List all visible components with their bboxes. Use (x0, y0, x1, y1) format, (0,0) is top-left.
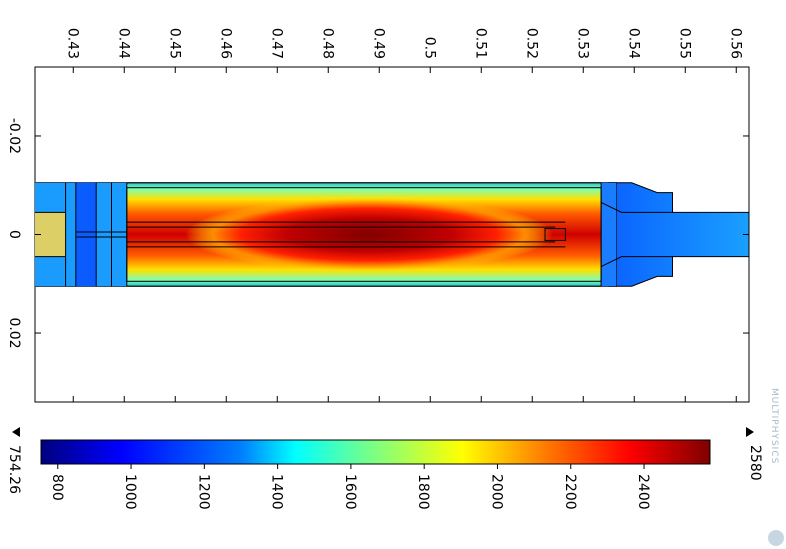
x-tick-label: 0.56 (727, 28, 743, 59)
colorbar-min-marker (12, 427, 20, 437)
outlet-nozzle (607, 182, 749, 287)
colorbar-ticks: 800 1000 1200 1400 1600 1800 2000 2200 2400 (49, 464, 651, 510)
outlet-taper-lower (600, 256, 673, 267)
x-tick-label: 0.47 (268, 28, 284, 59)
colorbar-tick-label: 1800 (415, 474, 431, 510)
x-tick-label: 0.49 (370, 28, 386, 59)
x-tick-label: 0.52 (523, 28, 539, 59)
inlet-cold-zone (75, 182, 97, 287)
watermark: MULTIPHYSICS (768, 388, 784, 546)
x-tick-label: 0.44 (115, 28, 131, 59)
colorbar-min-label: 754.26 (6, 445, 22, 494)
colorbar-tick-label: 800 (49, 474, 65, 501)
colorbar-tick-label: 1400 (269, 474, 285, 510)
colorbar: 800 1000 1200 1400 1600 1800 2000 2200 2400 754.… (6, 427, 763, 510)
x-tick-label: 0.55 (676, 28, 692, 59)
outlet-taper-upper (600, 202, 673, 213)
temperature-field (35, 182, 749, 287)
y-tick-label: 0 (6, 230, 22, 239)
watermark-logo-icon (768, 530, 784, 546)
watermark-label: MULTIPHYSICS (769, 388, 779, 464)
x-tick-label: 0.43 (64, 28, 80, 59)
colorbar-tick-label: 1600 (342, 474, 358, 510)
hot-core (185, 197, 553, 272)
colorbar-tick-label: 2000 (488, 474, 504, 510)
colorbar-max-marker (746, 427, 754, 437)
colorbar-tick-label: 2200 (562, 474, 578, 510)
x-tick-label: 0.48 (319, 28, 335, 59)
y-tick-label: 0.02 (6, 317, 22, 348)
x-tick-label: 0.45 (166, 28, 182, 59)
x-tick-label: 0.54 (625, 28, 641, 59)
outlet-collar (601, 182, 617, 287)
electrode-tip (544, 228, 566, 241)
colorbar-max-label: 2580 (747, 445, 763, 481)
colorbar-tick-label: 2400 (635, 474, 651, 510)
x-axis-ticks: 0.43 0.44 0.45 0.46 0.47 0.48 0.49 0.5 0.51 0.52 0… (64, 28, 743, 402)
plot-area (34, 66, 750, 403)
colorbar-tick-label: 1200 (195, 474, 211, 510)
x-tick-label: 0.5 (421, 37, 437, 59)
x-tick-label: 0.53 (574, 28, 590, 59)
colorbar-gradient (40, 439, 711, 465)
y-tick-label: -0.02 (6, 118, 22, 154)
x-tick-label: 0.46 (217, 28, 233, 59)
x-tick-label: 0.51 (472, 28, 488, 59)
y-axis-ticks: -0.02 0 0.02 (6, 118, 749, 349)
colorbar-tick-label: 1000 (122, 474, 138, 510)
